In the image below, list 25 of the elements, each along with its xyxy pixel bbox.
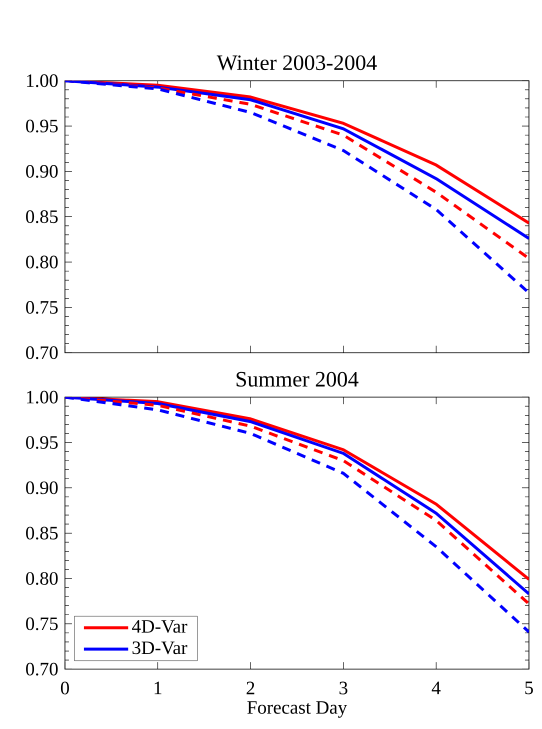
y-tick-label: 0.90 bbox=[26, 164, 58, 178]
x-tick-label: 0 bbox=[60, 682, 69, 694]
x-axis-title: Forecast Day bbox=[247, 701, 348, 718]
x-tick-label: 4 bbox=[432, 682, 441, 694]
y-tick-label: 1.00 bbox=[26, 74, 58, 88]
y-tick-label: 0.95 bbox=[26, 120, 58, 132]
x-tick-label: 5 bbox=[525, 682, 533, 694]
chart-title: Summer 2004 bbox=[236, 372, 358, 387]
legend-label: 4D-Var bbox=[132, 620, 188, 633]
y-tick-label: 0.85 bbox=[26, 210, 58, 224]
y-tick-label: 0.75 bbox=[26, 300, 58, 314]
y-tick-label: 0.70 bbox=[26, 346, 58, 360]
x-tick-label: 2 bbox=[246, 682, 254, 694]
x-tick-label: 1 bbox=[154, 682, 162, 694]
y-tick-label: 0.75 bbox=[26, 617, 58, 630]
x-tick-label: 3 bbox=[340, 682, 348, 694]
y-tick-label: 0.70 bbox=[26, 662, 58, 676]
y-tick-label: 0.95 bbox=[26, 436, 58, 449]
y-tick-label: 1.00 bbox=[26, 390, 58, 404]
legend-label: 3D-Var bbox=[132, 641, 188, 654]
chart-title: Winter 2003-2004 bbox=[216, 55, 377, 70]
y-tick-label: 0.90 bbox=[26, 481, 58, 494]
y-tick-label: 0.80 bbox=[26, 572, 58, 585]
y-tick-label: 0.85 bbox=[26, 526, 58, 540]
y-tick-label: 0.80 bbox=[26, 256, 58, 268]
